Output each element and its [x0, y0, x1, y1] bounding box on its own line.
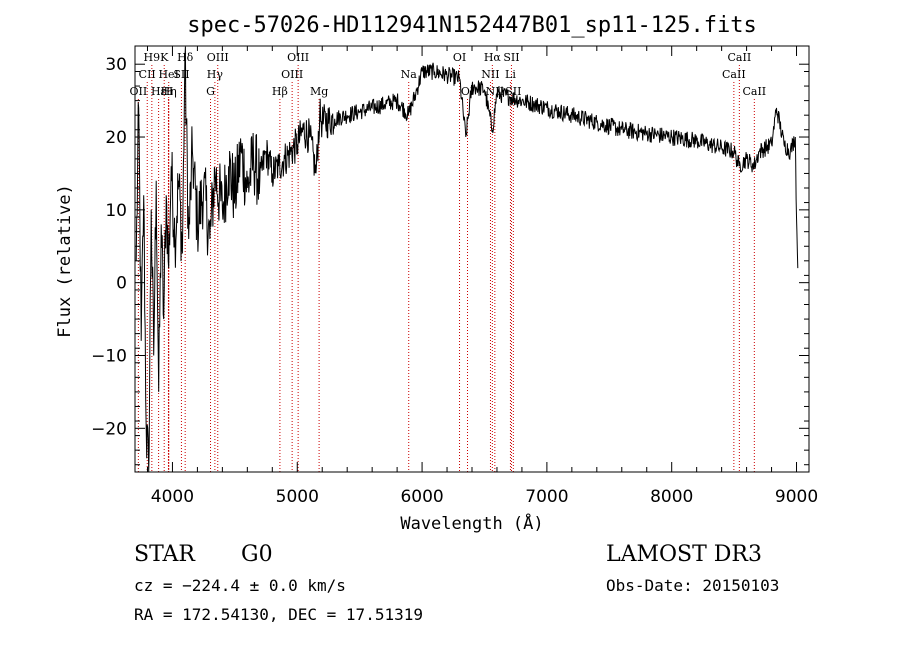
line-marker-label-2: OII — [130, 85, 148, 98]
line-marker-label-3: Hε — [151, 85, 167, 98]
y-axis-ticks: −20 −10 0 10 20 30 — [91, 55, 809, 466]
x-axis-ticks: 4000 5000 6000 7000 8000 9000 — [146, 46, 818, 507]
line-marker-label-25: SII — [505, 85, 521, 98]
line-marker-label-12: G — [206, 85, 215, 98]
obs-date: Obs-Date: 20150103 — [606, 576, 779, 595]
object-subclass: G0 — [241, 542, 273, 567]
line-marker-label-19: OI — [461, 85, 474, 98]
x-tick-label: 5000 — [276, 487, 319, 507]
chart-title: spec-57026-HD112941N152447B01_sp11-125.f… — [187, 13, 757, 38]
x-axis-label: Wavelength (Å) — [400, 512, 543, 534]
line-marker-label-4: K — [160, 51, 169, 64]
line-marker-label-26: CaII — [728, 51, 752, 64]
line-marker-label-6: Hη — [161, 85, 177, 98]
y-tick-label: 30 — [105, 55, 127, 75]
line-marker-label-0: H9 — [144, 51, 161, 64]
line-marker-label-10: OIII — [207, 51, 229, 64]
x-tick-label: 6000 — [400, 487, 443, 507]
line-marker-label-18: OI — [453, 51, 466, 64]
x-tick-label: 4000 — [151, 487, 194, 507]
x-tick-label: 8000 — [650, 487, 693, 507]
line-marker-label-9: SII — [173, 68, 189, 81]
line-marker-label-1: CII — [139, 68, 156, 81]
line-marker-label-22: NII — [486, 85, 504, 98]
line-marker-label-15: Hβ — [272, 85, 288, 98]
x-tick-label: 9000 — [775, 487, 818, 507]
line-marker-label-14: OIII — [281, 68, 303, 81]
line-marker-labels: H9 CII OII Hε K HeI HηH Hδ SII OIII Hγ G OIII OIII Hβ M… — [130, 51, 767, 98]
y-axis-label: Flux (relative) — [55, 184, 75, 338]
y-tick-label: 20 — [105, 128, 127, 148]
redshift-cz: cz = −224.4 ± 0.0 km/s — [134, 576, 346, 595]
line-marker-label-11: Hγ — [207, 68, 224, 81]
spectrum-line — [135, 46, 799, 473]
y-tick-label: −10 — [91, 346, 127, 366]
plot-frame — [134, 45, 810, 473]
x-tick-label: 7000 — [525, 487, 568, 507]
line-marker-label-7: H — [164, 85, 174, 98]
object-class: STAR — [134, 542, 196, 567]
y-tick-label: 10 — [105, 201, 127, 221]
line-marker-guides — [137, 65, 755, 472]
line-marker-label-16: Mg — [310, 85, 328, 98]
line-marker-label-5: HeI — [158, 68, 178, 81]
line-marker-label-20: Hα — [484, 51, 502, 64]
line-marker-label-17: Na — [401, 68, 418, 81]
line-marker-label-23: SII — [503, 51, 519, 64]
coordinates: RA = 172.54130, DEC = 17.51319 — [134, 605, 423, 624]
line-marker-label-27: CaII — [722, 68, 746, 81]
line-marker-label-24: Li — [505, 68, 516, 81]
survey-name: LAMOST DR3 — [606, 542, 762, 567]
y-tick-label: −20 — [91, 419, 127, 439]
line-marker-label-28: CaII — [742, 85, 766, 98]
line-marker-label-8: Hδ — [177, 51, 194, 64]
spectrum-series — [135, 46, 799, 473]
y-tick-label: 0 — [116, 274, 127, 294]
line-marker-label-13: OIII — [287, 51, 309, 64]
line-marker-label-21: NII — [481, 68, 499, 81]
